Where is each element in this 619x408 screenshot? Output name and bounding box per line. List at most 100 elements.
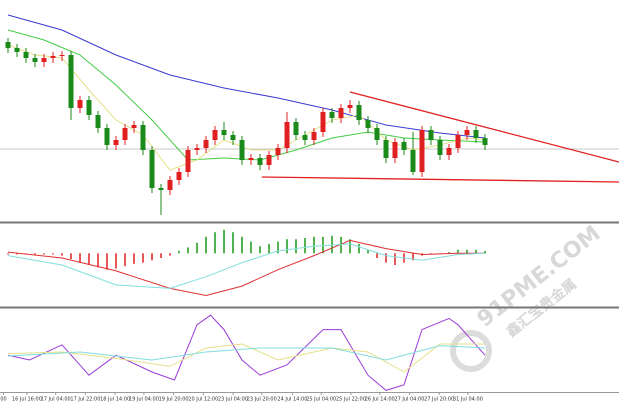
candle-body (320, 112, 326, 132)
macd-bar (124, 253, 126, 267)
macd-bar (106, 253, 108, 270)
macd-bar (223, 229, 225, 254)
indicator-line (7, 343, 485, 373)
candle-body (167, 180, 173, 190)
macd-bar (88, 253, 90, 265)
candle-body (392, 142, 398, 158)
watermark-logo (449, 329, 492, 372)
candle-body (383, 140, 389, 158)
candle-body (149, 150, 155, 188)
x-tick-label: 16 Jul 16:00 (12, 397, 42, 403)
x-tick-label: 00 (0, 397, 6, 403)
candle-body (50, 56, 56, 58)
x-tick-label: 20 Jul 12:00 (188, 397, 218, 403)
candle-body (230, 135, 236, 140)
macd-bar (286, 239, 288, 254)
macd-bar (475, 249, 477, 254)
macd-bar (178, 250, 180, 254)
x-tick-label: 25 Jul 22:00 (336, 397, 366, 403)
macd-bar (376, 253, 378, 258)
macd-bar (142, 253, 144, 263)
candle-body (104, 128, 110, 145)
macd-bar (340, 236, 342, 254)
candle-body (221, 130, 227, 135)
macd-bar (43, 253, 45, 255)
macd-bar (268, 243, 270, 254)
candle-body (311, 132, 317, 140)
x-tick-label: 31 Jul 04:00 (453, 397, 483, 403)
candle-body (203, 140, 209, 148)
candle-body (248, 158, 254, 160)
macd-bar (304, 238, 306, 254)
candle-body (194, 148, 200, 150)
candle-body (419, 130, 425, 172)
macd-bar (16, 253, 18, 255)
candle-body (131, 125, 137, 128)
candle-body (374, 128, 380, 140)
candle-body (437, 140, 443, 155)
indicator-line (349, 91, 619, 163)
candle-body (410, 150, 416, 172)
x-tick-label: 17 Jul 22:00 (70, 397, 100, 403)
candle-body (23, 52, 29, 58)
macd-bar (52, 253, 54, 255)
candle-body (446, 148, 452, 155)
macd-bar (358, 243, 360, 254)
candle-body (212, 130, 218, 140)
macd-bar (214, 232, 216, 254)
macd-bar (367, 249, 369, 254)
macd-bar (196, 242, 198, 254)
macd-bar (187, 247, 189, 254)
macd-bar (232, 232, 234, 254)
candle-body (266, 155, 272, 165)
candle-body (41, 58, 47, 62)
candle-body (5, 42, 11, 48)
candle-body (473, 130, 479, 138)
indicator-line (7, 345, 486, 361)
macd-bar (466, 249, 468, 254)
macd-bar (7, 253, 9, 255)
indicator-line (261, 176, 619, 183)
macd-bar (412, 253, 414, 261)
macd-bar (277, 241, 279, 254)
macd-bar (385, 253, 387, 263)
candle-body (95, 115, 101, 128)
x-tick-label: 24 Jul 14:00 (277, 397, 307, 403)
macd-bar (205, 236, 207, 254)
candle-body (302, 135, 308, 140)
candle-body (113, 140, 119, 145)
macd-bar (61, 253, 63, 256)
macd-bar (295, 239, 297, 254)
candle-body (284, 122, 290, 148)
indicator-line (7, 243, 486, 289)
candle-body (86, 100, 92, 115)
macd-bar (349, 239, 351, 254)
candle-body (239, 140, 245, 160)
candle-body (365, 120, 371, 128)
candle-body (68, 55, 74, 108)
candle-body (428, 130, 434, 140)
candle-body (122, 128, 128, 140)
candle-body (176, 172, 182, 180)
macd-bar (169, 253, 171, 256)
macd-bar (331, 235, 333, 254)
macd-bar (322, 236, 324, 254)
macd-bar (115, 253, 117, 269)
macd-bar (313, 236, 315, 254)
candle-body (482, 138, 488, 145)
macd-bar (34, 253, 36, 255)
candle-body (293, 122, 299, 135)
candle-body (32, 58, 38, 62)
candle-body (329, 112, 335, 118)
x-tick-label: 19 Jul 04:00 (129, 397, 159, 403)
candle-body (59, 55, 65, 56)
candle-body (401, 142, 407, 150)
x-tick-label: 17 Jul 04:00 (41, 397, 71, 403)
x-tick-label: 23 Jul 20:00 (247, 397, 277, 403)
macd-bar (250, 241, 252, 254)
macd-bar (259, 246, 261, 254)
x-tick-label: 27 Jul 20:00 (424, 397, 454, 403)
x-tick-label: 26 Jul 14:00 (365, 397, 395, 403)
